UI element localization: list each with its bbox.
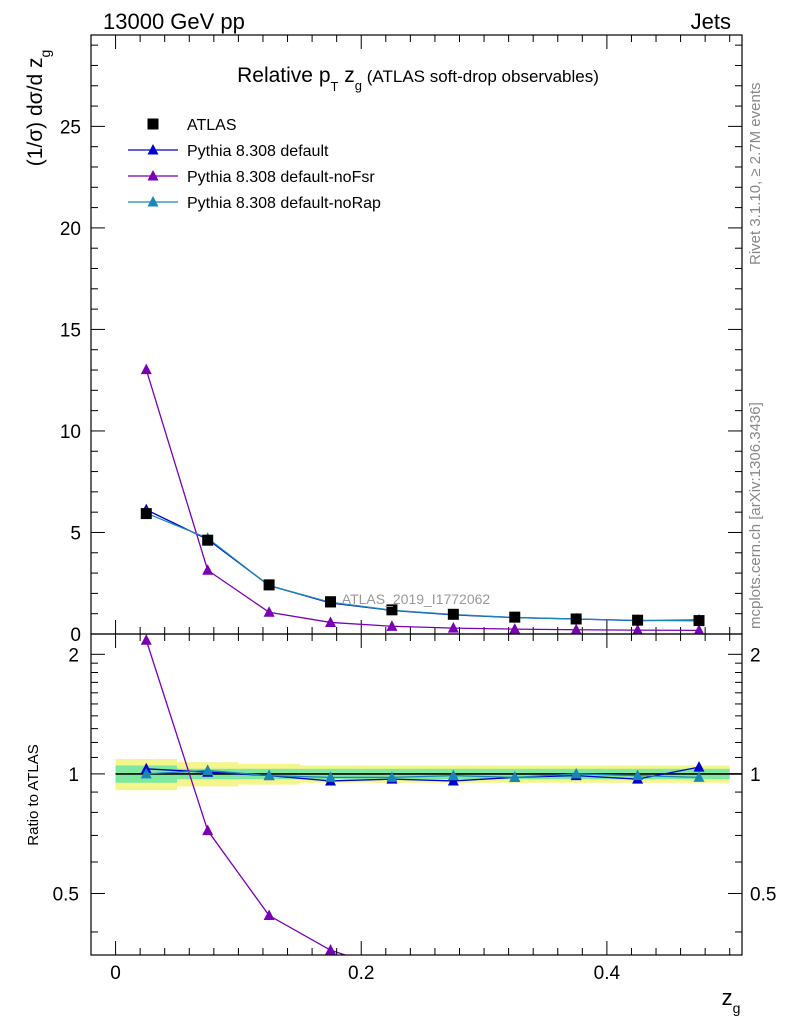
main-panel: 0 5 10 15 20 25 [60, 35, 742, 646]
ratio-line-1 [145, 640, 348, 955]
ratio-y-tick-label-right: 1 [750, 765, 761, 786]
main-y-tick-label: 0 [70, 625, 81, 646]
main-plot-area [140, 363, 705, 634]
series-point-0 [386, 604, 398, 616]
energy-label: 13000 GeV pp [103, 9, 245, 34]
x-axis-title-text: z [722, 985, 733, 1010]
ratio-point-2 [632, 769, 644, 781]
legend-label-2: Pythia 8.308 default-noFsr [187, 169, 375, 186]
title-part-c: (ATLAS soft-drop observables) [362, 67, 599, 86]
main-y-axis-title: (1/σ) dσ/d zg [24, 50, 53, 167]
title-sub-g: g [355, 78, 362, 93]
x-axis-title-sub: g [733, 1000, 741, 1016]
x-tick-label: 0.4 [594, 963, 621, 984]
ratio-point-1 [263, 909, 275, 921]
series-line-3 [146, 512, 700, 622]
ratio-y-tick-label: 2 [68, 645, 79, 666]
ratio-y-tick-label-right: 0.5 [750, 884, 776, 905]
ratio-y-tick-label: 0.5 [53, 884, 79, 905]
ratio-point-2 [386, 771, 398, 782]
series-point-0 [140, 508, 152, 520]
ratio-point-0 [447, 774, 459, 786]
main-y-axis-title-text: (1/σ) dσ/d z [24, 58, 47, 167]
series-point-2 [325, 616, 337, 627]
ratio-line-2 [146, 769, 700, 779]
title-part-b: z [338, 64, 354, 87]
series-line-2 [145, 369, 700, 631]
series-point-2 [509, 623, 521, 634]
legend-label-1: Pythia 8.308 default [187, 143, 329, 160]
main-y-tick-label: 10 [60, 422, 81, 443]
title-part-a: Relative p [237, 64, 330, 87]
ratio-point-1 [386, 964, 397, 975]
ratio-point-2 [570, 767, 582, 779]
legend: ATLAS Pythia 8.308 default Pythia 8.308 de… [128, 117, 381, 212]
series-point-2 [693, 624, 705, 634]
mcplots-label: mcplots.cern.ch [arXiv:1306.3436] [747, 402, 764, 629]
ratio-point-1 [140, 634, 152, 645]
ratio-point-1 [509, 981, 520, 992]
ratio-point-1 [325, 944, 337, 955]
ratio-panel: 0.5 0.5 1 1 2 2 0 0.2 0.4 [53, 634, 776, 1005]
x-axis-title: zg [722, 985, 741, 1016]
ratio-plot-area [115, 634, 742, 1005]
main-y-tick-label: 25 [60, 117, 81, 138]
ratio-point-2 [509, 771, 521, 782]
series-point-0 [693, 615, 705, 627]
legend-marker-1 [147, 143, 159, 155]
legend-marker-3 [147, 195, 159, 207]
ratio-point-2 [447, 769, 459, 781]
legend-label-3: Pythia 8.308 default-noRap [187, 195, 381, 212]
ratio-point-1 [694, 994, 705, 1005]
ratio-point-2 [693, 771, 705, 782]
legend-marker-2 [147, 169, 159, 181]
series-point-2 [447, 622, 459, 633]
ratio-point-2 [325, 771, 337, 782]
series-point-0 [325, 596, 337, 608]
series-point-2 [202, 564, 214, 575]
main-y-tick-label: 20 [60, 219, 81, 240]
legend-label-0: ATLAS [187, 117, 237, 134]
series-point-0 [632, 614, 644, 626]
series-point-0 [447, 608, 459, 620]
main-y-axis-title-sub: g [37, 50, 53, 58]
x-tick-label: 0 [110, 963, 121, 984]
main-y-tick-label: 5 [70, 523, 81, 544]
ratio-point-1 [632, 987, 643, 998]
ratio-point-2 [202, 764, 214, 776]
series-point-0 [202, 534, 214, 546]
x-tick-label: 0.2 [348, 963, 374, 984]
series-point-2 [386, 620, 398, 631]
ratio-point-2 [263, 769, 275, 781]
series-point-0 [570, 613, 582, 625]
title-sub-t: T [331, 79, 339, 94]
series-point-2 [632, 624, 643, 634]
rivet-version-label: Rivet 3.1.10, ≥ 2.7M events [747, 83, 764, 266]
series-point-0 [509, 611, 521, 623]
ratio-y-tick-label-right: 2 [750, 645, 761, 666]
ratio-line-0 [146, 766, 700, 782]
ratio-frame [90, 633, 743, 956]
ratio-point-2 [140, 767, 152, 779]
main-y-tick-label: 15 [60, 320, 81, 341]
series-point-0 [263, 579, 275, 591]
legend-marker-0 [147, 118, 159, 130]
ratio-point-0 [693, 761, 705, 772]
ratio-point-1 [571, 987, 582, 998]
analysis-label: ATLAS_2019_I1772062 [342, 591, 491, 607]
jets-label: Jets [691, 9, 731, 34]
series-point-2 [140, 363, 152, 375]
ratio-point-1 [202, 824, 214, 836]
main-title: Relative pT zg (ATLAS soft-drop observab… [237, 64, 599, 94]
ratio-y-axis-title: Ratio to ATLAS [25, 744, 42, 845]
ratio-point-1 [448, 976, 459, 987]
ratio-y-tick-label: 1 [68, 765, 79, 786]
series-point-2 [263, 606, 275, 617]
series-point-2 [570, 623, 582, 634]
